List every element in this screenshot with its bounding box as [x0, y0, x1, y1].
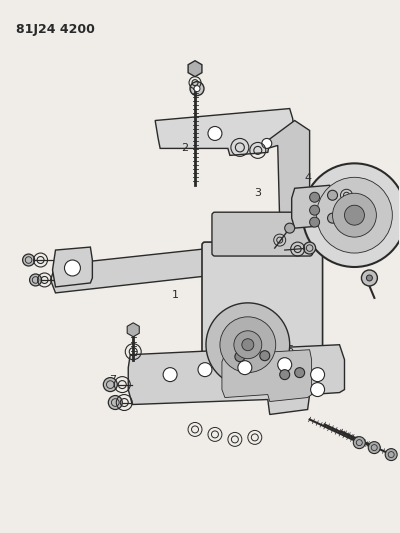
Circle shape [310, 192, 320, 202]
Circle shape [344, 205, 364, 225]
Circle shape [385, 449, 397, 461]
Circle shape [235, 352, 245, 362]
Polygon shape [52, 247, 92, 287]
Circle shape [198, 362, 212, 377]
Circle shape [163, 368, 177, 382]
Text: 7: 7 [109, 375, 116, 385]
Circle shape [234, 331, 262, 359]
Circle shape [208, 126, 222, 140]
Circle shape [190, 82, 204, 95]
Circle shape [64, 260, 80, 276]
Circle shape [332, 193, 376, 237]
Text: 2: 2 [182, 143, 189, 154]
Circle shape [280, 370, 290, 379]
Polygon shape [128, 345, 344, 415]
Circle shape [220, 317, 276, 373]
Text: 1: 1 [172, 290, 178, 300]
Circle shape [23, 254, 34, 266]
Polygon shape [268, 120, 310, 225]
Circle shape [328, 213, 338, 223]
Text: 5: 5 [351, 235, 358, 245]
Polygon shape [222, 350, 312, 401]
Polygon shape [292, 185, 332, 228]
Circle shape [285, 223, 295, 233]
Text: 6: 6 [286, 345, 293, 354]
Circle shape [362, 270, 377, 286]
Circle shape [194, 86, 200, 92]
Circle shape [262, 139, 272, 148]
Polygon shape [50, 238, 310, 293]
Circle shape [108, 395, 122, 409]
Circle shape [303, 163, 400, 267]
Circle shape [278, 358, 292, 372]
Circle shape [311, 368, 324, 382]
FancyBboxPatch shape [202, 242, 322, 393]
Circle shape [316, 177, 392, 253]
Circle shape [238, 361, 252, 375]
Polygon shape [155, 109, 295, 156]
Circle shape [368, 442, 380, 454]
Circle shape [260, 351, 270, 361]
Circle shape [366, 275, 372, 281]
Circle shape [311, 383, 324, 397]
Circle shape [328, 190, 338, 200]
Circle shape [242, 339, 254, 351]
FancyBboxPatch shape [212, 212, 313, 256]
Polygon shape [188, 61, 202, 77]
Circle shape [103, 377, 117, 392]
Polygon shape [127, 323, 139, 337]
Text: 81J24 4200: 81J24 4200 [16, 23, 94, 36]
Text: 4: 4 [304, 173, 311, 183]
Circle shape [206, 303, 290, 386]
Circle shape [353, 437, 365, 449]
Text: 3: 3 [254, 188, 261, 198]
Circle shape [295, 368, 305, 377]
Circle shape [310, 205, 320, 215]
Circle shape [30, 274, 42, 286]
Circle shape [304, 242, 316, 254]
Circle shape [310, 217, 320, 227]
